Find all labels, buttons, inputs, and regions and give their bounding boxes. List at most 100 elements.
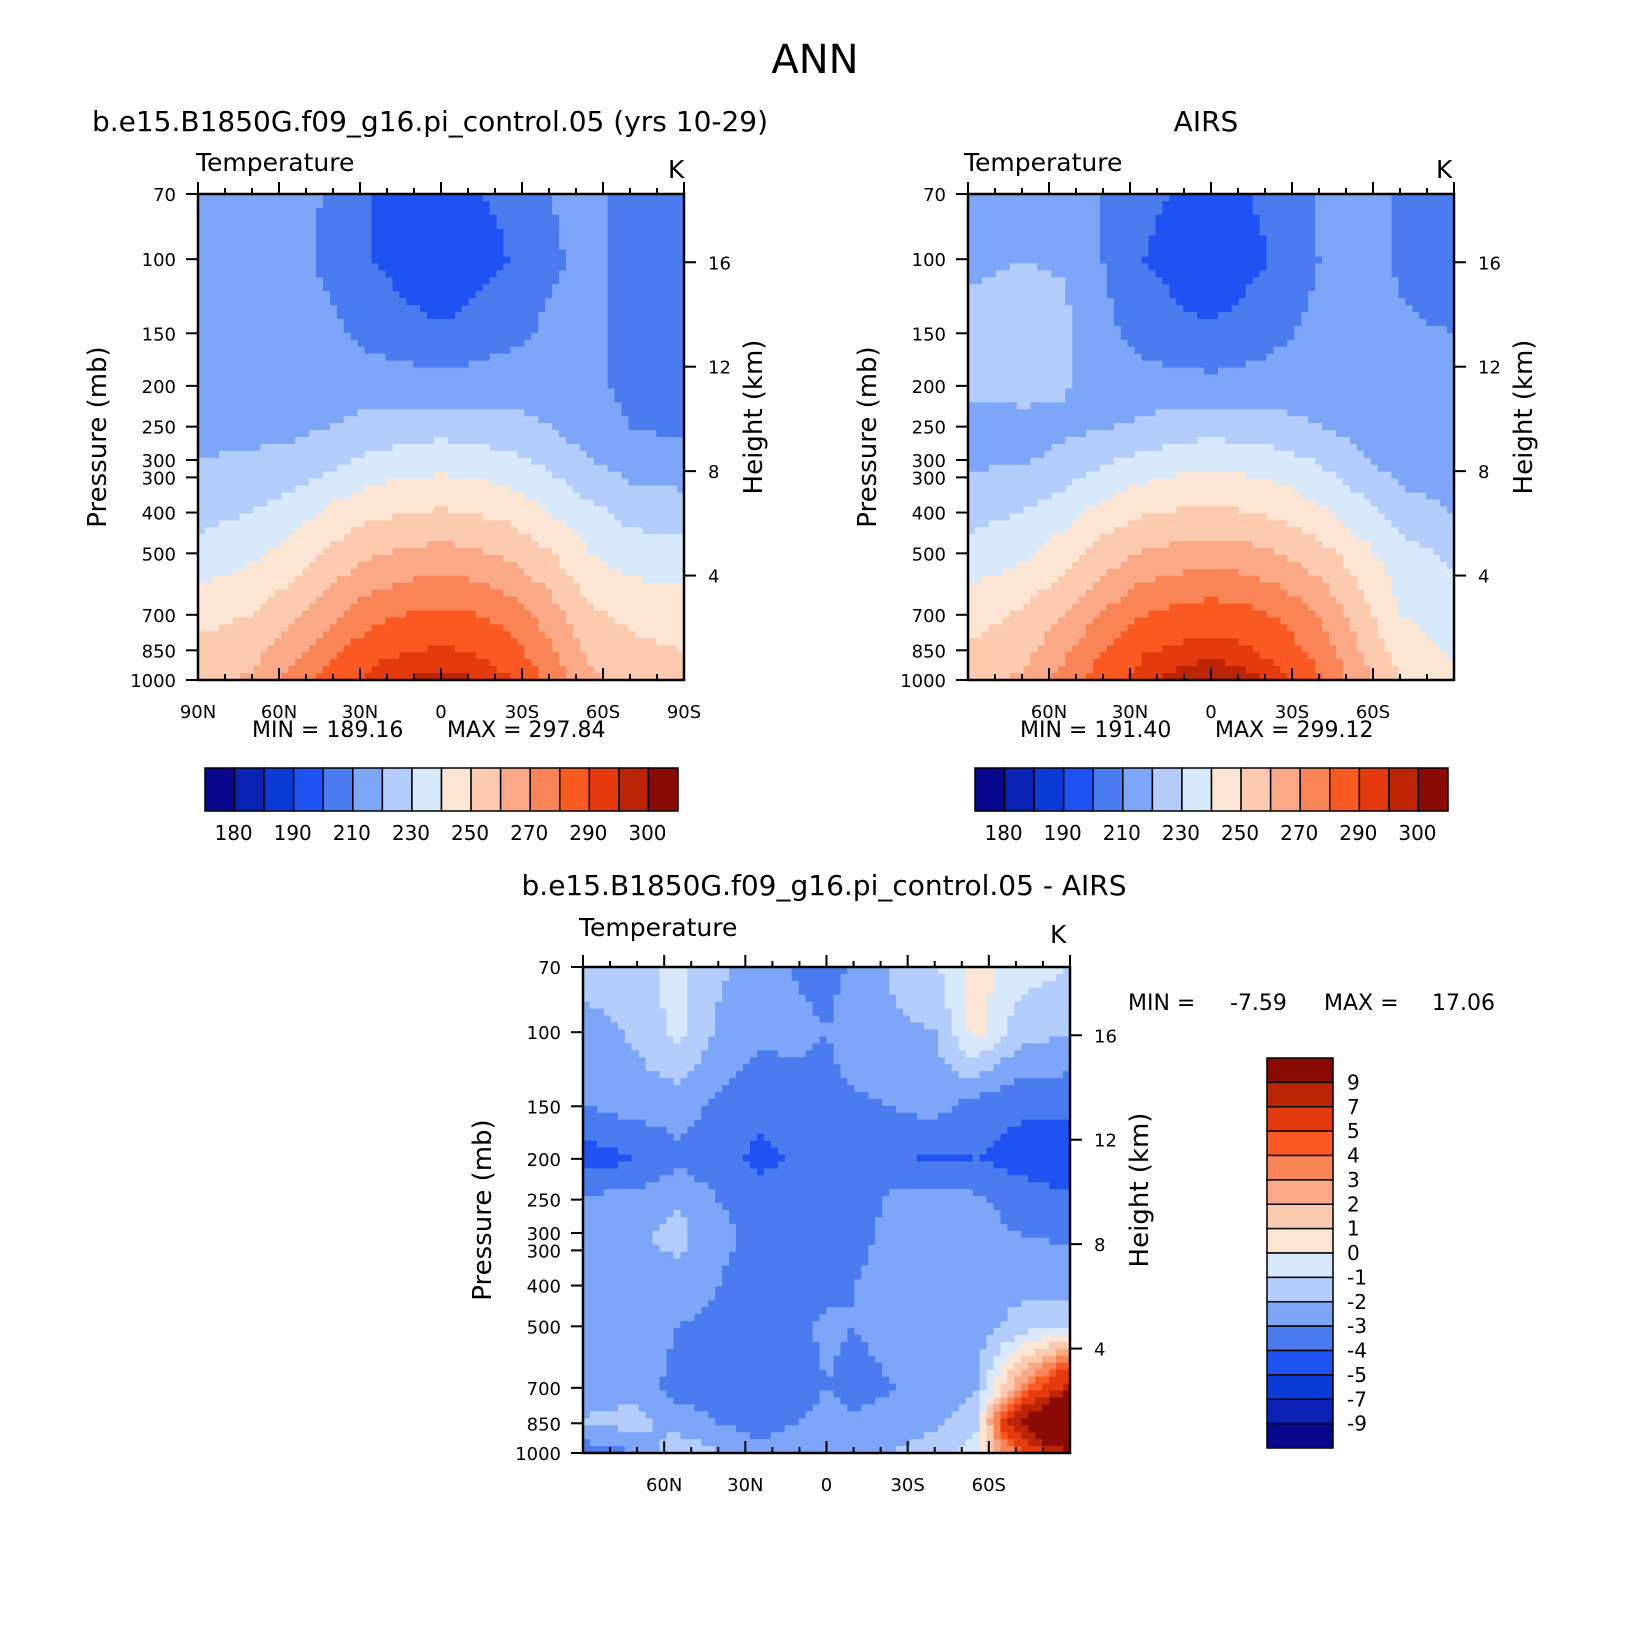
heatmap-cell bbox=[260, 443, 269, 452]
heatmap-cell bbox=[482, 575, 491, 584]
heatmap-cell bbox=[559, 666, 567, 674]
heatmap-cell bbox=[593, 645, 602, 653]
heatmap-cell bbox=[538, 457, 546, 466]
heatmap-cell bbox=[565, 200, 574, 209]
heatmap-cell bbox=[336, 568, 345, 577]
heatmap-cell bbox=[204, 346, 213, 355]
heatmap-cell bbox=[475, 339, 484, 348]
heatmap-cell bbox=[600, 527, 609, 535]
heatmap-cell bbox=[253, 527, 262, 535]
heatmap-cell bbox=[260, 437, 269, 445]
heatmap-cell bbox=[586, 561, 595, 570]
heatmap-cell bbox=[225, 194, 234, 202]
heatmap-cell bbox=[545, 409, 553, 417]
heatmap-cell bbox=[454, 555, 463, 563]
heatmap-cell bbox=[343, 200, 352, 209]
heatmap-cell bbox=[260, 464, 269, 473]
heatmap-cell bbox=[586, 568, 595, 577]
heatmap-cell bbox=[427, 485, 435, 494]
heatmap-cell bbox=[461, 402, 470, 410]
heatmap-cell bbox=[628, 548, 636, 556]
heatmap-cell bbox=[614, 318, 623, 327]
heatmap-cell bbox=[413, 492, 421, 501]
heatmap-cell bbox=[656, 541, 664, 549]
heatmap-cell bbox=[461, 318, 470, 327]
heatmap-cell bbox=[281, 381, 289, 389]
heatmap-cell bbox=[538, 346, 546, 355]
heatmap-cell bbox=[628, 242, 636, 251]
heatmap-cell bbox=[204, 527, 213, 535]
heatmap-cell bbox=[447, 430, 456, 438]
heatmap-cell bbox=[198, 555, 206, 563]
heatmap-cell bbox=[357, 673, 366, 681]
heatmap-cell bbox=[447, 603, 456, 612]
heatmap-cell bbox=[413, 582, 421, 591]
heatmap-cell bbox=[309, 541, 317, 549]
heatmap-cell bbox=[545, 478, 553, 487]
heatmap-cell bbox=[579, 270, 588, 278]
heatmap-cell bbox=[309, 430, 317, 438]
heatmap-cell bbox=[572, 568, 581, 577]
heatmap-cell bbox=[593, 673, 602, 681]
heatmap-cell bbox=[538, 291, 546, 299]
heatmap-cell bbox=[302, 645, 310, 653]
heatmap-cell bbox=[441, 353, 449, 362]
heatmap-cell bbox=[670, 395, 678, 403]
heatmap-cell bbox=[267, 471, 275, 480]
heatmap-cell bbox=[447, 360, 456, 369]
heatmap-cell bbox=[545, 659, 553, 667]
heatmap-cell bbox=[378, 367, 387, 376]
heatmap-cell bbox=[517, 298, 525, 306]
heatmap-cell bbox=[302, 485, 310, 494]
heatmap-cell bbox=[559, 645, 567, 653]
heatmap-cell bbox=[670, 513, 678, 521]
heatmap-cell bbox=[322, 555, 331, 563]
heatmap-cell bbox=[482, 346, 491, 355]
heatmap-cell bbox=[572, 645, 581, 653]
colorbar-swatch bbox=[292, 767, 324, 812]
heatmap-cell bbox=[246, 652, 255, 660]
heatmap-cell bbox=[399, 423, 407, 431]
heatmap-cell bbox=[343, 603, 352, 612]
heatmap-cell bbox=[559, 471, 567, 480]
heatmap-cell bbox=[343, 256, 352, 265]
heatmap-cell bbox=[371, 270, 380, 278]
heatmap-cell bbox=[649, 353, 657, 362]
heatmap-cell bbox=[482, 374, 491, 383]
panel-model-subtitle: Temperature bbox=[195, 148, 354, 177]
heatmap-cell bbox=[434, 589, 442, 598]
heatmap-cell bbox=[559, 284, 567, 292]
heatmap-cell bbox=[441, 305, 449, 313]
heatmap-cell bbox=[475, 318, 484, 327]
heatmap-cell bbox=[572, 291, 581, 299]
heatmap-cell bbox=[281, 624, 289, 632]
heatmap-cell bbox=[621, 499, 630, 508]
heatmap-cell bbox=[336, 561, 345, 570]
heatmap-cell bbox=[579, 388, 588, 396]
heatmap-cell bbox=[475, 513, 484, 521]
heatmap-cell bbox=[572, 318, 581, 327]
heatmap-cell bbox=[316, 270, 324, 278]
heatmap-cell bbox=[503, 360, 512, 369]
heatmap-cell bbox=[288, 416, 296, 424]
heatmap-cell bbox=[364, 409, 373, 417]
heatmap-cell bbox=[413, 603, 421, 612]
heatmap-cell bbox=[670, 423, 678, 431]
heatmap-cell bbox=[489, 367, 498, 376]
heatmap-cell bbox=[198, 485, 206, 494]
heatmap-cell bbox=[663, 492, 671, 501]
heatmap-cell bbox=[253, 353, 262, 362]
heatmap-cell bbox=[322, 346, 331, 355]
heatmap-cell bbox=[552, 437, 560, 445]
heatmap-cell bbox=[232, 492, 241, 501]
heatmap-cell bbox=[468, 416, 477, 424]
heatmap-cell bbox=[677, 506, 685, 514]
heatmap-cell bbox=[593, 346, 602, 355]
heatmap-cell bbox=[336, 325, 345, 334]
heatmap-cell bbox=[309, 589, 317, 598]
heatmap-cell bbox=[260, 214, 269, 223]
heatmap-cell bbox=[441, 450, 449, 459]
heatmap-cell bbox=[364, 270, 373, 278]
heatmap-cell bbox=[475, 471, 484, 480]
heatmap-cell bbox=[496, 548, 505, 556]
